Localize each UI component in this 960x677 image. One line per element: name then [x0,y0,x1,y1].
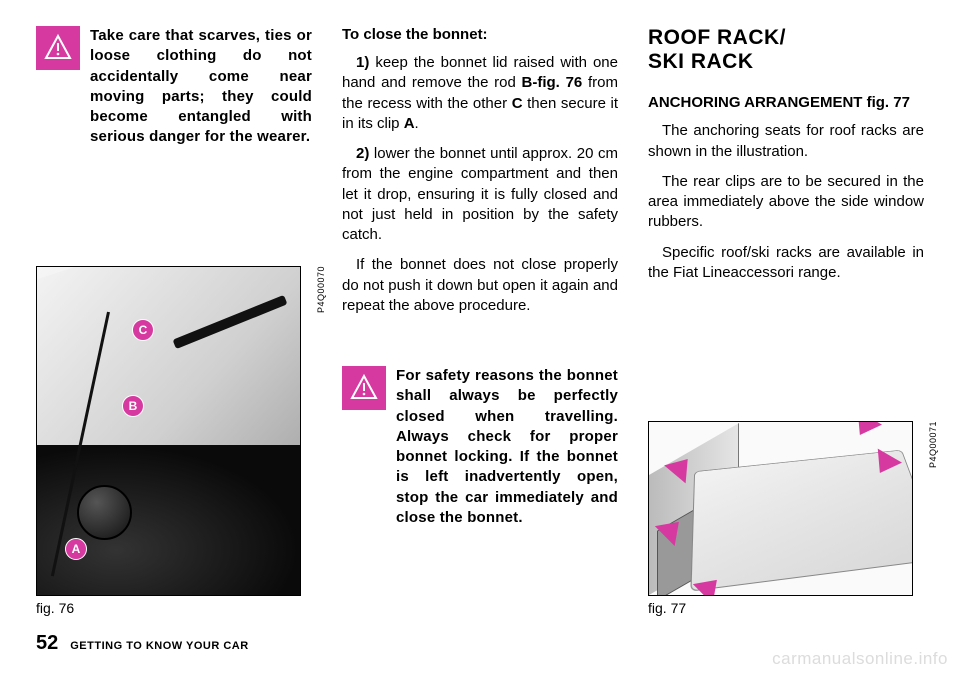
close-bonnet-head: To close the bonnet: [342,26,618,43]
column-2: To close the bonnet: 1) keep the bonnet … [342,26,618,616]
step-1: 1) keep the bonnet lid raised with one h… [342,53,618,134]
warning-2-text: For safety reasons the bonnet shall alwa… [396,366,618,528]
warning-block-1: Take care that scarves, ties or loose cl… [36,26,312,148]
figure-77-wrap: P4Q00071 fig. 77 [648,421,924,616]
page-number: 52 [36,632,58,655]
figure-76-wrap: C B A P4Q00070 fig. 76 [36,266,312,616]
warning-icon [342,366,386,410]
subsection-title: ANCHORING ARRANGEMENT fig. 77 [648,94,924,111]
col3-p1: The anchoring seats for roof racks are s… [648,121,924,162]
columns-wrapper: Take care that scarves, ties or loose cl… [36,26,924,616]
close-note: If the bonnet does not close properly do… [342,255,618,316]
step-1-num: 1) [356,54,369,71]
step-2: 2) lower the bonnet until approx. 20 cm … [342,144,618,245]
column-3: ROOF RACK/ SKI RACK ANCHORING ARRANGEMEN… [648,26,924,616]
watermark: carmanualsonline.info [772,649,948,669]
fig77-code: P4Q00071 [928,421,938,468]
step-2-text: lower the bonnet until approx. 20 cm fro… [342,145,618,243]
manual-page: Take care that scarves, ties or loose cl… [0,0,960,677]
column-1: Take care that scarves, ties or loose cl… [36,26,312,616]
callout-b: B [122,395,144,417]
figure-77 [648,421,913,596]
fig76-cap [77,485,132,540]
warning-block-2: For safety reasons the bonnet shall alwa… [342,366,618,528]
warning-1-text: Take care that scarves, ties or loose cl… [90,26,312,148]
section-title: ROOF RACK/ SKI RACK [648,26,924,74]
col3-p3: Specific roof/ski racks are available in… [648,243,924,284]
callout-c: C [132,319,154,341]
col3-p2: The rear clips are to be secured in the … [648,172,924,233]
fig76-code: P4Q00070 [316,266,326,313]
fig76-caption: fig. 76 [36,600,312,616]
step-1-t4: . [415,115,419,132]
figure-76: C B A [36,266,301,596]
callout-a: A [65,538,87,560]
step-1-b3: A [404,115,415,132]
step-1-b1: B-fig. 76 [522,74,583,91]
fig77-caption: fig. 77 [648,600,924,616]
page-footer: 52 GETTING TO KNOW YOUR CAR [36,632,249,655]
step-1-b2: C [512,95,523,112]
warning-icon [36,26,80,70]
step-2-num: 2) [356,145,369,162]
footer-text: GETTING TO KNOW YOUR CAR [70,640,248,652]
